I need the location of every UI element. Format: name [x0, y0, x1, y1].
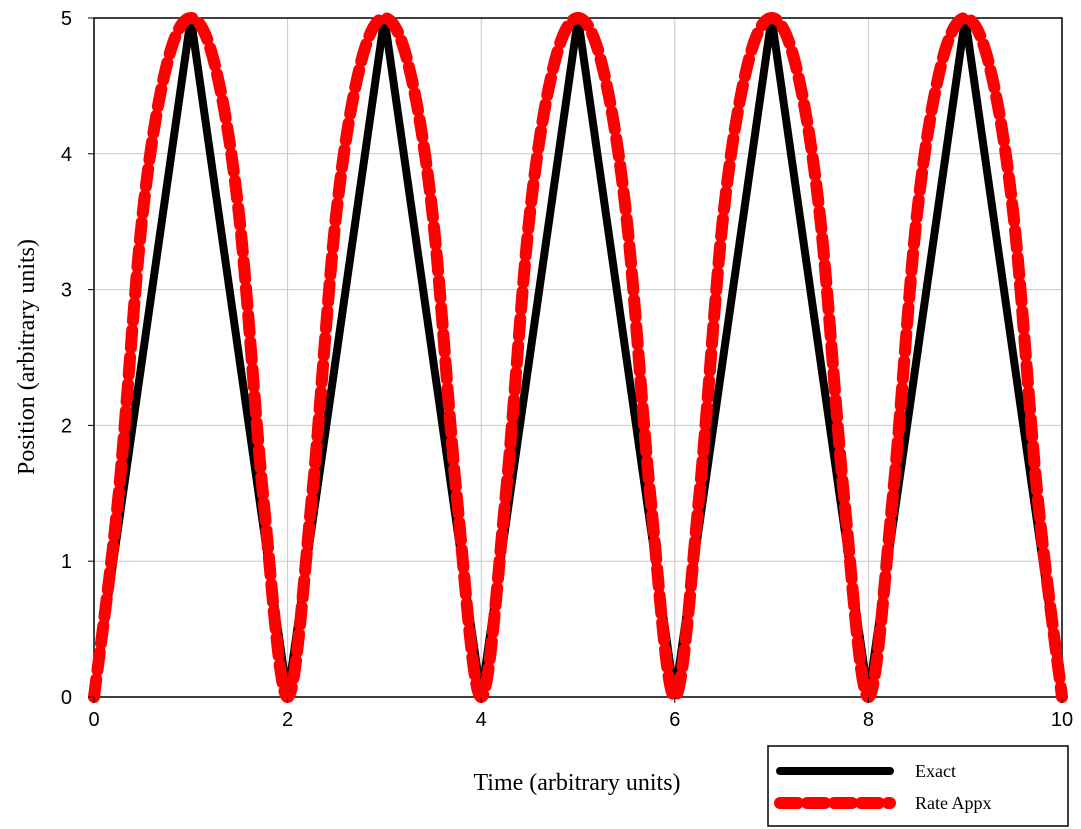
series-layer: [88, 11, 1068, 704]
x-tick-label: 4: [476, 709, 487, 731]
x-tick-label: 0: [88, 709, 99, 731]
x-tick-label: 10: [1051, 709, 1073, 731]
y-tick-label: 1: [61, 551, 72, 573]
series-line-rate-appx: [88, 11, 1068, 704]
y-tick-label: 4: [61, 144, 72, 166]
x-axis-title: Time (arbitrary units): [473, 770, 680, 796]
x-tick-label: 8: [863, 709, 874, 731]
legend-label-rate-appx: Rate Appx: [915, 793, 992, 813]
y-tick-label: 0: [61, 687, 72, 709]
y-tick-label: 5: [61, 8, 72, 30]
legend: Exact Rate Appx: [767, 745, 1069, 827]
x-tick-label: 6: [669, 709, 680, 731]
y-axis-title: Position (arbitrary units): [14, 239, 40, 475]
y-axis-ticks: 0 1 2 3 4 5: [61, 8, 94, 709]
x-axis-ticks: 0 2 4 6 8 10: [88, 697, 1073, 731]
y-tick-label: 2: [61, 415, 72, 437]
legend-box: [767, 745, 1069, 827]
legend-label-exact: Exact: [915, 761, 956, 781]
series-line-exact: [90, 17, 1066, 701]
y-tick-label: 3: [61, 280, 72, 302]
x-tick-label: 2: [282, 709, 293, 731]
